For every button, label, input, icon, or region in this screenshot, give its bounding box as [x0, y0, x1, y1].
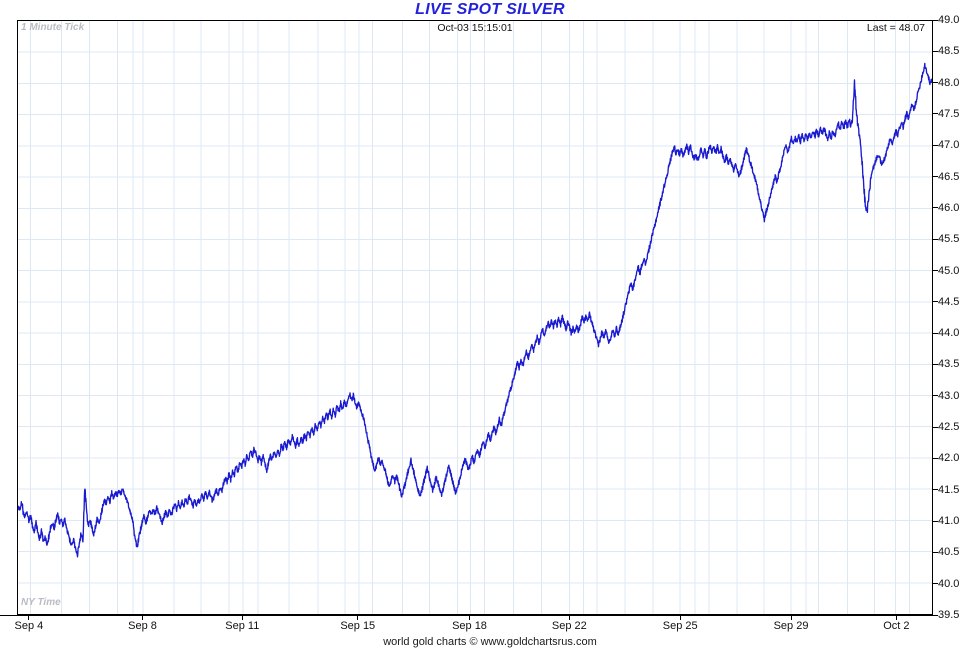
y-axis: 49.0 48.5 48.0 47.5 47.0 46.5 46.0 45.5 45.0 44.5…: [938, 0, 980, 650]
y-axis-tick-label: 39.5: [938, 609, 960, 621]
y-axis-tick-mark: [933, 520, 938, 522]
y-axis-tick-mark: [933, 395, 938, 397]
y-axis-tick-label: 42.0: [938, 452, 960, 465]
y-axis-tick-label: 49.0: [938, 14, 960, 26]
y-axis-tick-mark: [933, 82, 938, 84]
y-axis-tick-mark: [933, 426, 938, 428]
x-axis-tick-mark: [141, 615, 143, 620]
y-axis-tick-mark: [933, 238, 938, 240]
y-axis-tick-label: 47.0: [938, 139, 960, 152]
x-axis-tick-mark: [790, 615, 792, 620]
x-axis-baseline: [0, 615, 934, 616]
x-axis-tick-mark: [679, 615, 681, 620]
x-axis-tick-label: Oct 2: [883, 620, 910, 632]
x-axis-tick-mark: [895, 615, 897, 620]
y-axis-tick-label: 48.0: [938, 76, 960, 89]
x-axis-tick-label: Sep 22: [551, 620, 587, 632]
y-axis-tick-mark: [933, 363, 938, 365]
x-axis-tick-label: Sep 15: [340, 620, 376, 632]
timezone-label: NY Time: [21, 597, 61, 608]
x-axis-tick-label: Sep 29: [773, 620, 809, 632]
y-axis-tick-mark: [933, 176, 938, 178]
chart-plot-area: [17, 20, 933, 615]
y-axis-tick-mark: [933, 19, 938, 21]
x-axis-tick-mark: [28, 615, 30, 620]
y-axis-tick-label: 44.0: [938, 327, 960, 340]
y-axis-tick-mark: [933, 489, 938, 491]
page-title: LIVE SPOT SILVER: [415, 1, 565, 18]
y-axis-tick-mark: [933, 270, 938, 272]
y-axis-tick-label: 44.5: [938, 295, 960, 308]
gridlines: [18, 21, 932, 614]
y-axis-tick-label: 46.0: [938, 201, 960, 214]
x-axis-tick-label: Sep 8: [128, 620, 157, 632]
x-axis-tick-label: Sep 11: [225, 620, 260, 632]
x-axis-tick-mark: [357, 615, 359, 620]
tick-interval-label: 1 Minute Tick: [21, 22, 85, 33]
y-axis-tick-label: 40.0: [938, 577, 960, 590]
y-axis-tick-mark: [933, 144, 938, 146]
y-axis-tick-mark: [933, 332, 938, 334]
y-axis-tick-mark: [933, 614, 938, 616]
y-axis-tick-label: 40.5: [938, 546, 960, 559]
x-axis-tick-label: Sep 4: [14, 620, 44, 632]
x-axis-tick-mark: [469, 615, 470, 620]
y-axis-tick-mark: [933, 551, 938, 553]
y-axis-tick-label: 45.5: [938, 233, 960, 246]
y-axis-tick-mark: [933, 457, 938, 459]
y-axis-tick-label: 46.5: [938, 170, 960, 183]
y-axis-tick-label: 45.0: [938, 264, 960, 277]
x-axis-tick-label: Sep 18: [452, 620, 487, 632]
y-axis-tick-label: 48.5: [938, 45, 960, 58]
y-axis-tick-mark: [933, 50, 938, 52]
y-axis-tick-label: 43.0: [938, 389, 960, 402]
y-axis-tick-label: 41.0: [938, 515, 960, 528]
chart-header-band: 1 Minute Tick Oct-03 15:15:01 Last = 48.…: [17, 20, 933, 37]
y-axis-tick-mark: [933, 113, 938, 115]
x-axis-tick-mark: [241, 615, 243, 620]
x-axis-tick-mark: [568, 615, 570, 620]
y-axis-tick-label: 43.5: [938, 358, 960, 371]
footer-credit: world gold charts © www.goldchartsrus.co…: [383, 636, 597, 648]
x-axis-tick-label: Sep 25: [662, 620, 698, 632]
y-axis-tick-mark: [933, 207, 938, 209]
last-price-label: Last = 48.07: [866, 22, 925, 34]
y-axis-tick-mark: [933, 301, 938, 303]
y-axis-tick-label: 42.5: [938, 421, 960, 434]
timestamp-label: Oct-03 15:15:01: [437, 22, 513, 34]
y-axis-tick-label: 47.5: [938, 107, 960, 120]
y-axis-tick-label: 41.5: [938, 483, 960, 496]
y-axis-tick-mark: [933, 583, 938, 585]
price-series-line: [18, 62, 932, 558]
